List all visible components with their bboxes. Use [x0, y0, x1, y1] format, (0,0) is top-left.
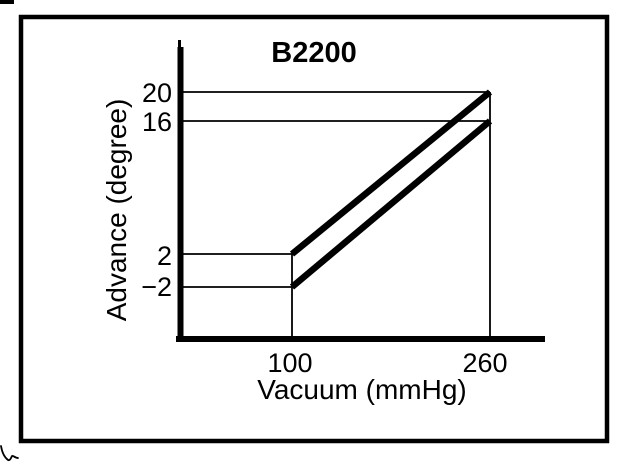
x-axis-label: Vacuum (mmHg) — [257, 374, 467, 405]
scan-artifact-mark — [0, 0, 14, 4]
y-axis-label: Advance (degree) — [101, 99, 132, 322]
x-tick-label-100: 100 — [267, 348, 312, 378]
y-tick-label-2: 2 — [157, 241, 172, 271]
reference-lines — [183, 91, 491, 339]
handwritten-pen-mark — [0, 445, 19, 462]
chart-labels: B2200 20 16 2 −2 100 260 Vacuum (mmHg) A… — [101, 37, 508, 405]
y-tick-label-minus-2: −2 — [141, 272, 172, 302]
y-tick-label-16: 16 — [142, 107, 172, 137]
series-lines — [289, 89, 493, 290]
axes — [176, 40, 545, 342]
figure-border — [18, 14, 610, 444]
chart-title: B2200 — [271, 37, 356, 69]
lower-advance-line — [289, 118, 493, 290]
x-tick-label-260: 260 — [462, 348, 507, 378]
y-tick-label-20: 20 — [142, 78, 172, 108]
upper-advance-line — [289, 89, 493, 257]
